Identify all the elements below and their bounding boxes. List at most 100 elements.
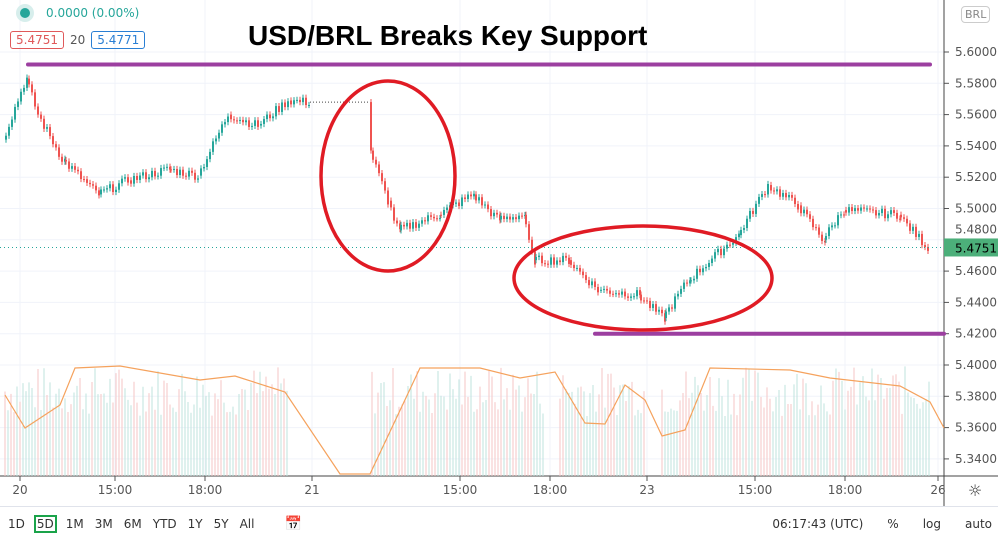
candle (708, 263, 710, 268)
candle (900, 214, 902, 218)
x-tick-label: 18:00 (188, 483, 223, 497)
candle (224, 122, 226, 125)
candle (136, 176, 138, 180)
percent-toggle[interactable]: % (887, 516, 899, 531)
candle (221, 124, 223, 133)
price-chart[interactable]: 5.6000 5.5800 5.5600 5.5400 5.5200 5.5000 5.48… (0, 0, 998, 506)
candle (381, 173, 383, 182)
clock[interactable]: 06:17:43 (UTC) (772, 516, 864, 531)
candle (475, 194, 477, 201)
log-toggle[interactable]: log (922, 516, 941, 531)
candle (515, 217, 517, 220)
x-tick-label: 18:00 (828, 483, 863, 497)
candle (863, 207, 865, 209)
candle (639, 290, 641, 296)
candle (215, 138, 217, 142)
candle (28, 78, 30, 85)
candle (812, 218, 814, 228)
candle (746, 218, 748, 229)
candle (884, 208, 886, 219)
candle (200, 168, 202, 176)
candle (227, 116, 229, 123)
candle (387, 190, 389, 205)
candle (455, 202, 457, 204)
candle (124, 177, 126, 179)
candle (109, 184, 111, 189)
candle (500, 215, 502, 220)
candle (512, 217, 514, 220)
candle (112, 184, 114, 193)
candle (121, 178, 123, 184)
candle (170, 169, 172, 171)
candle (770, 185, 772, 191)
candle (148, 177, 150, 180)
candle (636, 290, 638, 297)
candle (594, 281, 596, 287)
candle (735, 237, 737, 243)
candle (603, 288, 605, 290)
candle (506, 216, 508, 220)
candle (212, 141, 214, 152)
range-1m[interactable]: 1M (65, 516, 84, 531)
candle (458, 202, 460, 206)
candle (254, 120, 256, 126)
last-price-tag (944, 238, 998, 257)
candle (461, 197, 463, 206)
candle (409, 222, 411, 229)
range-3m[interactable]: 3M (94, 516, 113, 531)
candle (553, 257, 555, 265)
settings-icon: ☼ (968, 481, 982, 500)
candle (562, 255, 564, 263)
candle (677, 293, 679, 297)
range-6m[interactable]: 6M (123, 516, 142, 531)
calendar-icon[interactable]: 📅 (284, 515, 302, 532)
candle (714, 252, 716, 259)
range-ytd[interactable]: YTD (152, 516, 177, 531)
y-tick-label: 5.4400 (955, 295, 997, 309)
range-all[interactable]: All (239, 516, 255, 531)
candle (169, 166, 171, 170)
candle (257, 120, 259, 127)
y-tick-label: 5.3600 (955, 421, 997, 435)
candle (233, 119, 235, 121)
ask-box[interactable]: 5.4771 (91, 31, 146, 49)
range-1y[interactable]: 1Y (187, 516, 203, 531)
candle (23, 87, 25, 92)
candle (206, 159, 208, 167)
auto-toggle[interactable]: auto (964, 516, 992, 531)
candle (776, 189, 778, 192)
candle (893, 210, 895, 213)
currency-badge[interactable]: BRL (961, 6, 991, 23)
candle (154, 170, 156, 177)
candle (674, 296, 676, 309)
range-1d[interactable]: 1D (8, 516, 25, 531)
y-tick-label: 5.4800 (955, 222, 997, 236)
candle (696, 268, 698, 279)
y-tick-label: 5.6000 (955, 45, 997, 59)
candle (743, 228, 745, 230)
candle (151, 170, 153, 178)
candle (83, 179, 85, 181)
candle (71, 166, 73, 169)
candle (11, 119, 13, 127)
range-5d[interactable]: 5D (33, 514, 57, 533)
candle (446, 207, 448, 210)
x-tick-label: 15:00 (738, 483, 773, 497)
candle (761, 194, 763, 197)
candle (903, 217, 905, 219)
candle (415, 222, 417, 228)
candle (299, 99, 301, 103)
candle (266, 114, 268, 120)
candle (95, 185, 97, 191)
candle (800, 205, 802, 214)
candle (173, 168, 175, 170)
range-5y[interactable]: 5Y (213, 516, 229, 531)
candle (652, 304, 654, 308)
candle (378, 164, 380, 174)
candle (139, 175, 141, 180)
candle (806, 209, 808, 215)
candle (433, 216, 435, 219)
candle (720, 248, 722, 256)
bid-box[interactable]: 5.4751 (10, 31, 64, 49)
candle (872, 209, 874, 211)
